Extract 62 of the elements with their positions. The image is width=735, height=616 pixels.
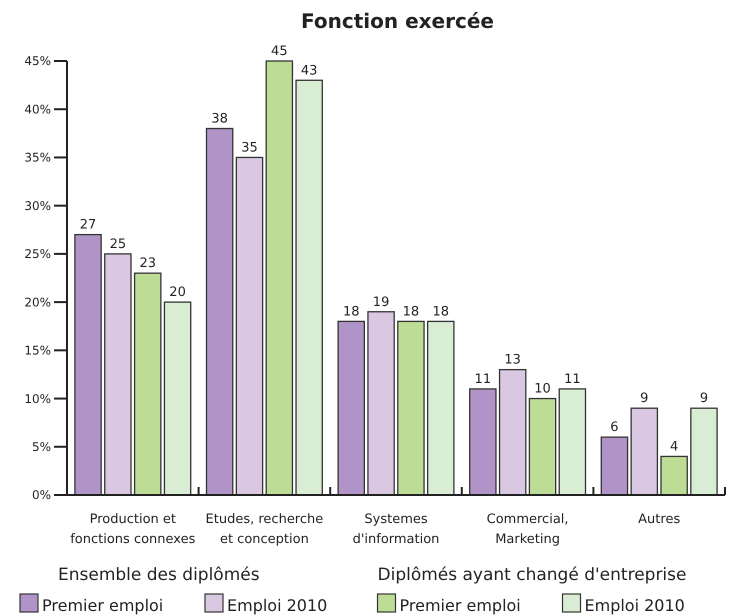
y-tick-label: 5% xyxy=(32,440,51,454)
y-tick-label: 45% xyxy=(24,54,51,68)
data-label: 4 xyxy=(670,439,678,454)
bar xyxy=(600,436,628,496)
data-label: 20 xyxy=(169,285,186,300)
y-tick-label: 20% xyxy=(24,295,51,310)
x-tick-label: Production et fonctions connexes xyxy=(70,512,196,547)
data-label: 6 xyxy=(610,420,619,436)
data-label: 10 xyxy=(534,382,551,397)
bar xyxy=(469,388,497,496)
data-label: 25 xyxy=(110,236,126,252)
x-tick-label: Commercial, Marketing xyxy=(486,512,569,547)
legend-label: Emploi 2010 xyxy=(584,596,685,615)
x-tick-label: Systemes d'information xyxy=(352,512,440,547)
bar xyxy=(337,320,366,496)
text: Ensemble des diplômés xyxy=(58,565,260,585)
data-label: 18 xyxy=(342,304,360,320)
y-tick-label: 0% xyxy=(32,488,51,502)
data-label: 43 xyxy=(300,63,318,78)
data-label: 19 xyxy=(372,294,390,310)
bar xyxy=(74,234,102,496)
bar xyxy=(498,368,526,496)
bar xyxy=(426,320,455,496)
data-label: 27 xyxy=(80,218,96,233)
data-label: 11 xyxy=(564,372,581,387)
bar xyxy=(528,398,556,496)
legend-label: Premier emploi xyxy=(400,596,521,615)
bar xyxy=(295,80,323,496)
bar xyxy=(690,408,718,496)
y-tick-label: 10% xyxy=(24,392,51,406)
data-label: 18 xyxy=(432,304,450,320)
bar xyxy=(660,456,688,496)
chart-title: Fonction exercée xyxy=(301,9,494,33)
data-label: 9 xyxy=(700,391,708,406)
data-label: 38 xyxy=(211,112,228,127)
bar xyxy=(397,320,425,496)
text: Diplômés ayant changé d'entreprise xyxy=(378,565,686,585)
y-tick-label: 15% xyxy=(24,344,51,358)
data-label: 23 xyxy=(139,256,156,272)
data-label: 9 xyxy=(640,391,648,406)
bar xyxy=(558,388,586,496)
bar xyxy=(206,128,234,496)
data-label: 45 xyxy=(271,44,288,59)
bar xyxy=(134,272,162,496)
data-label: 11 xyxy=(474,372,492,387)
x-tick-label: Etudes, recherche et conception xyxy=(206,512,324,547)
y-tick-label: 30% xyxy=(24,198,51,213)
bar xyxy=(266,60,294,496)
data-label: 35 xyxy=(241,140,258,156)
x-tick-label: Autres xyxy=(638,512,680,527)
bar xyxy=(104,253,132,496)
y-tick-label: 40% xyxy=(24,102,51,116)
y-tick-label: 35% xyxy=(24,150,51,165)
legend-label: Premier emploi xyxy=(42,596,164,615)
data-label: 18 xyxy=(402,304,420,320)
legend-label: Emploi 2010 xyxy=(227,596,328,615)
bar xyxy=(367,311,395,496)
bar xyxy=(164,301,192,496)
bar xyxy=(630,408,658,496)
bar xyxy=(236,156,264,496)
data-label: 13 xyxy=(504,352,521,368)
y-tick-label: 25% xyxy=(24,247,51,262)
